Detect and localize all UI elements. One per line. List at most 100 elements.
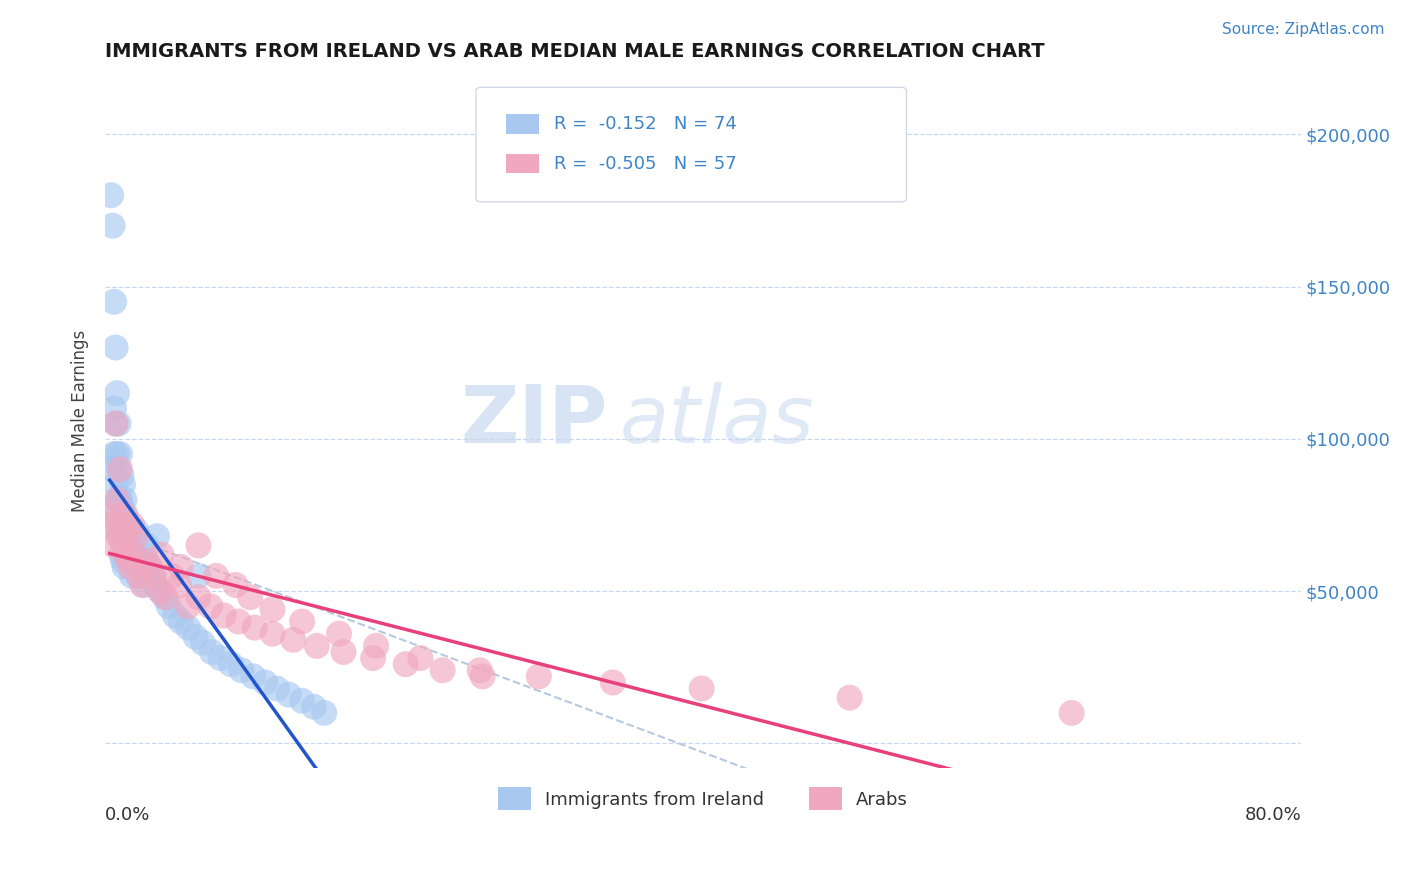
Point	[468, 663, 491, 677]
Point	[103, 294, 125, 309]
Point	[110, 499, 132, 513]
Point	[110, 517, 132, 532]
Point	[149, 584, 172, 599]
Point	[105, 508, 128, 522]
Point	[104, 341, 127, 355]
Point	[838, 690, 860, 705]
Text: ZIP: ZIP	[460, 382, 607, 459]
Point	[187, 538, 209, 552]
Point	[409, 651, 432, 665]
Point	[103, 538, 125, 552]
Point	[149, 584, 172, 599]
Point	[108, 492, 131, 507]
Point	[101, 462, 124, 476]
Point	[104, 417, 127, 431]
Point	[219, 657, 242, 672]
Point	[177, 599, 200, 614]
Point	[205, 569, 228, 583]
Point	[231, 663, 253, 677]
Point	[138, 559, 160, 574]
Point	[128, 569, 150, 583]
Point	[135, 538, 157, 552]
Point	[111, 554, 134, 568]
Text: IMMIGRANTS FROM IRELAND VS ARAB MEDIAN MALE EARNINGS CORRELATION CHART: IMMIGRANTS FROM IRELAND VS ARAB MEDIAN M…	[105, 42, 1045, 61]
Point	[291, 694, 314, 708]
Point	[262, 626, 284, 640]
Point	[117, 548, 139, 562]
Point	[266, 681, 288, 696]
Text: R =  -0.152   N = 74: R = -0.152 N = 74	[554, 115, 737, 133]
Point	[103, 401, 125, 416]
Text: R =  -0.505   N = 57: R = -0.505 N = 57	[554, 154, 737, 173]
Point	[187, 590, 209, 604]
Point	[129, 559, 152, 574]
Point	[184, 630, 207, 644]
Point	[212, 608, 235, 623]
Point	[104, 417, 127, 431]
Point	[187, 569, 209, 583]
Point	[107, 462, 129, 476]
Point	[101, 517, 124, 532]
Point	[239, 590, 262, 604]
Point	[100, 188, 122, 202]
Point	[395, 657, 418, 672]
Point	[121, 517, 143, 532]
Point	[117, 517, 139, 532]
FancyBboxPatch shape	[475, 87, 907, 202]
Point	[101, 219, 124, 233]
Point	[177, 621, 200, 635]
Point	[115, 508, 138, 522]
Point	[120, 559, 142, 574]
Point	[124, 554, 146, 568]
Point	[107, 417, 129, 431]
Point	[201, 645, 224, 659]
Point	[110, 548, 132, 562]
Point	[107, 492, 129, 507]
Point	[125, 559, 148, 574]
Point	[277, 688, 299, 702]
Point	[150, 548, 173, 562]
Point	[117, 529, 139, 543]
Point	[105, 386, 128, 401]
Point	[132, 578, 155, 592]
Point	[108, 529, 131, 543]
Point	[100, 508, 122, 522]
Point	[163, 608, 186, 623]
Point	[170, 559, 193, 574]
Point	[135, 554, 157, 568]
Point	[155, 590, 177, 604]
FancyBboxPatch shape	[506, 114, 540, 134]
Point	[527, 669, 550, 683]
Point	[131, 578, 153, 592]
Point	[314, 706, 336, 720]
Point	[142, 569, 165, 583]
Point	[332, 645, 354, 659]
Point	[262, 602, 284, 616]
Point	[432, 663, 454, 677]
Point	[114, 508, 136, 522]
Point	[120, 529, 142, 543]
Point	[157, 599, 180, 614]
Point	[108, 462, 131, 476]
Point	[111, 538, 134, 552]
Text: 0.0%: 0.0%	[105, 805, 150, 824]
Point	[209, 651, 232, 665]
Point	[228, 615, 250, 629]
Point	[114, 492, 136, 507]
Point	[111, 517, 134, 532]
Point	[145, 578, 167, 592]
Point	[134, 554, 156, 568]
Point	[105, 447, 128, 461]
Text: Source: ZipAtlas.com: Source: ZipAtlas.com	[1222, 22, 1385, 37]
Point	[243, 621, 266, 635]
Point	[115, 548, 138, 562]
Point	[191, 636, 214, 650]
FancyBboxPatch shape	[506, 154, 540, 173]
Y-axis label: Median Male Earnings: Median Male Earnings	[72, 329, 89, 512]
Point	[118, 523, 141, 537]
Point	[291, 615, 314, 629]
Point	[118, 554, 141, 568]
Point	[121, 538, 143, 552]
Point	[131, 569, 153, 583]
Point	[328, 626, 350, 640]
